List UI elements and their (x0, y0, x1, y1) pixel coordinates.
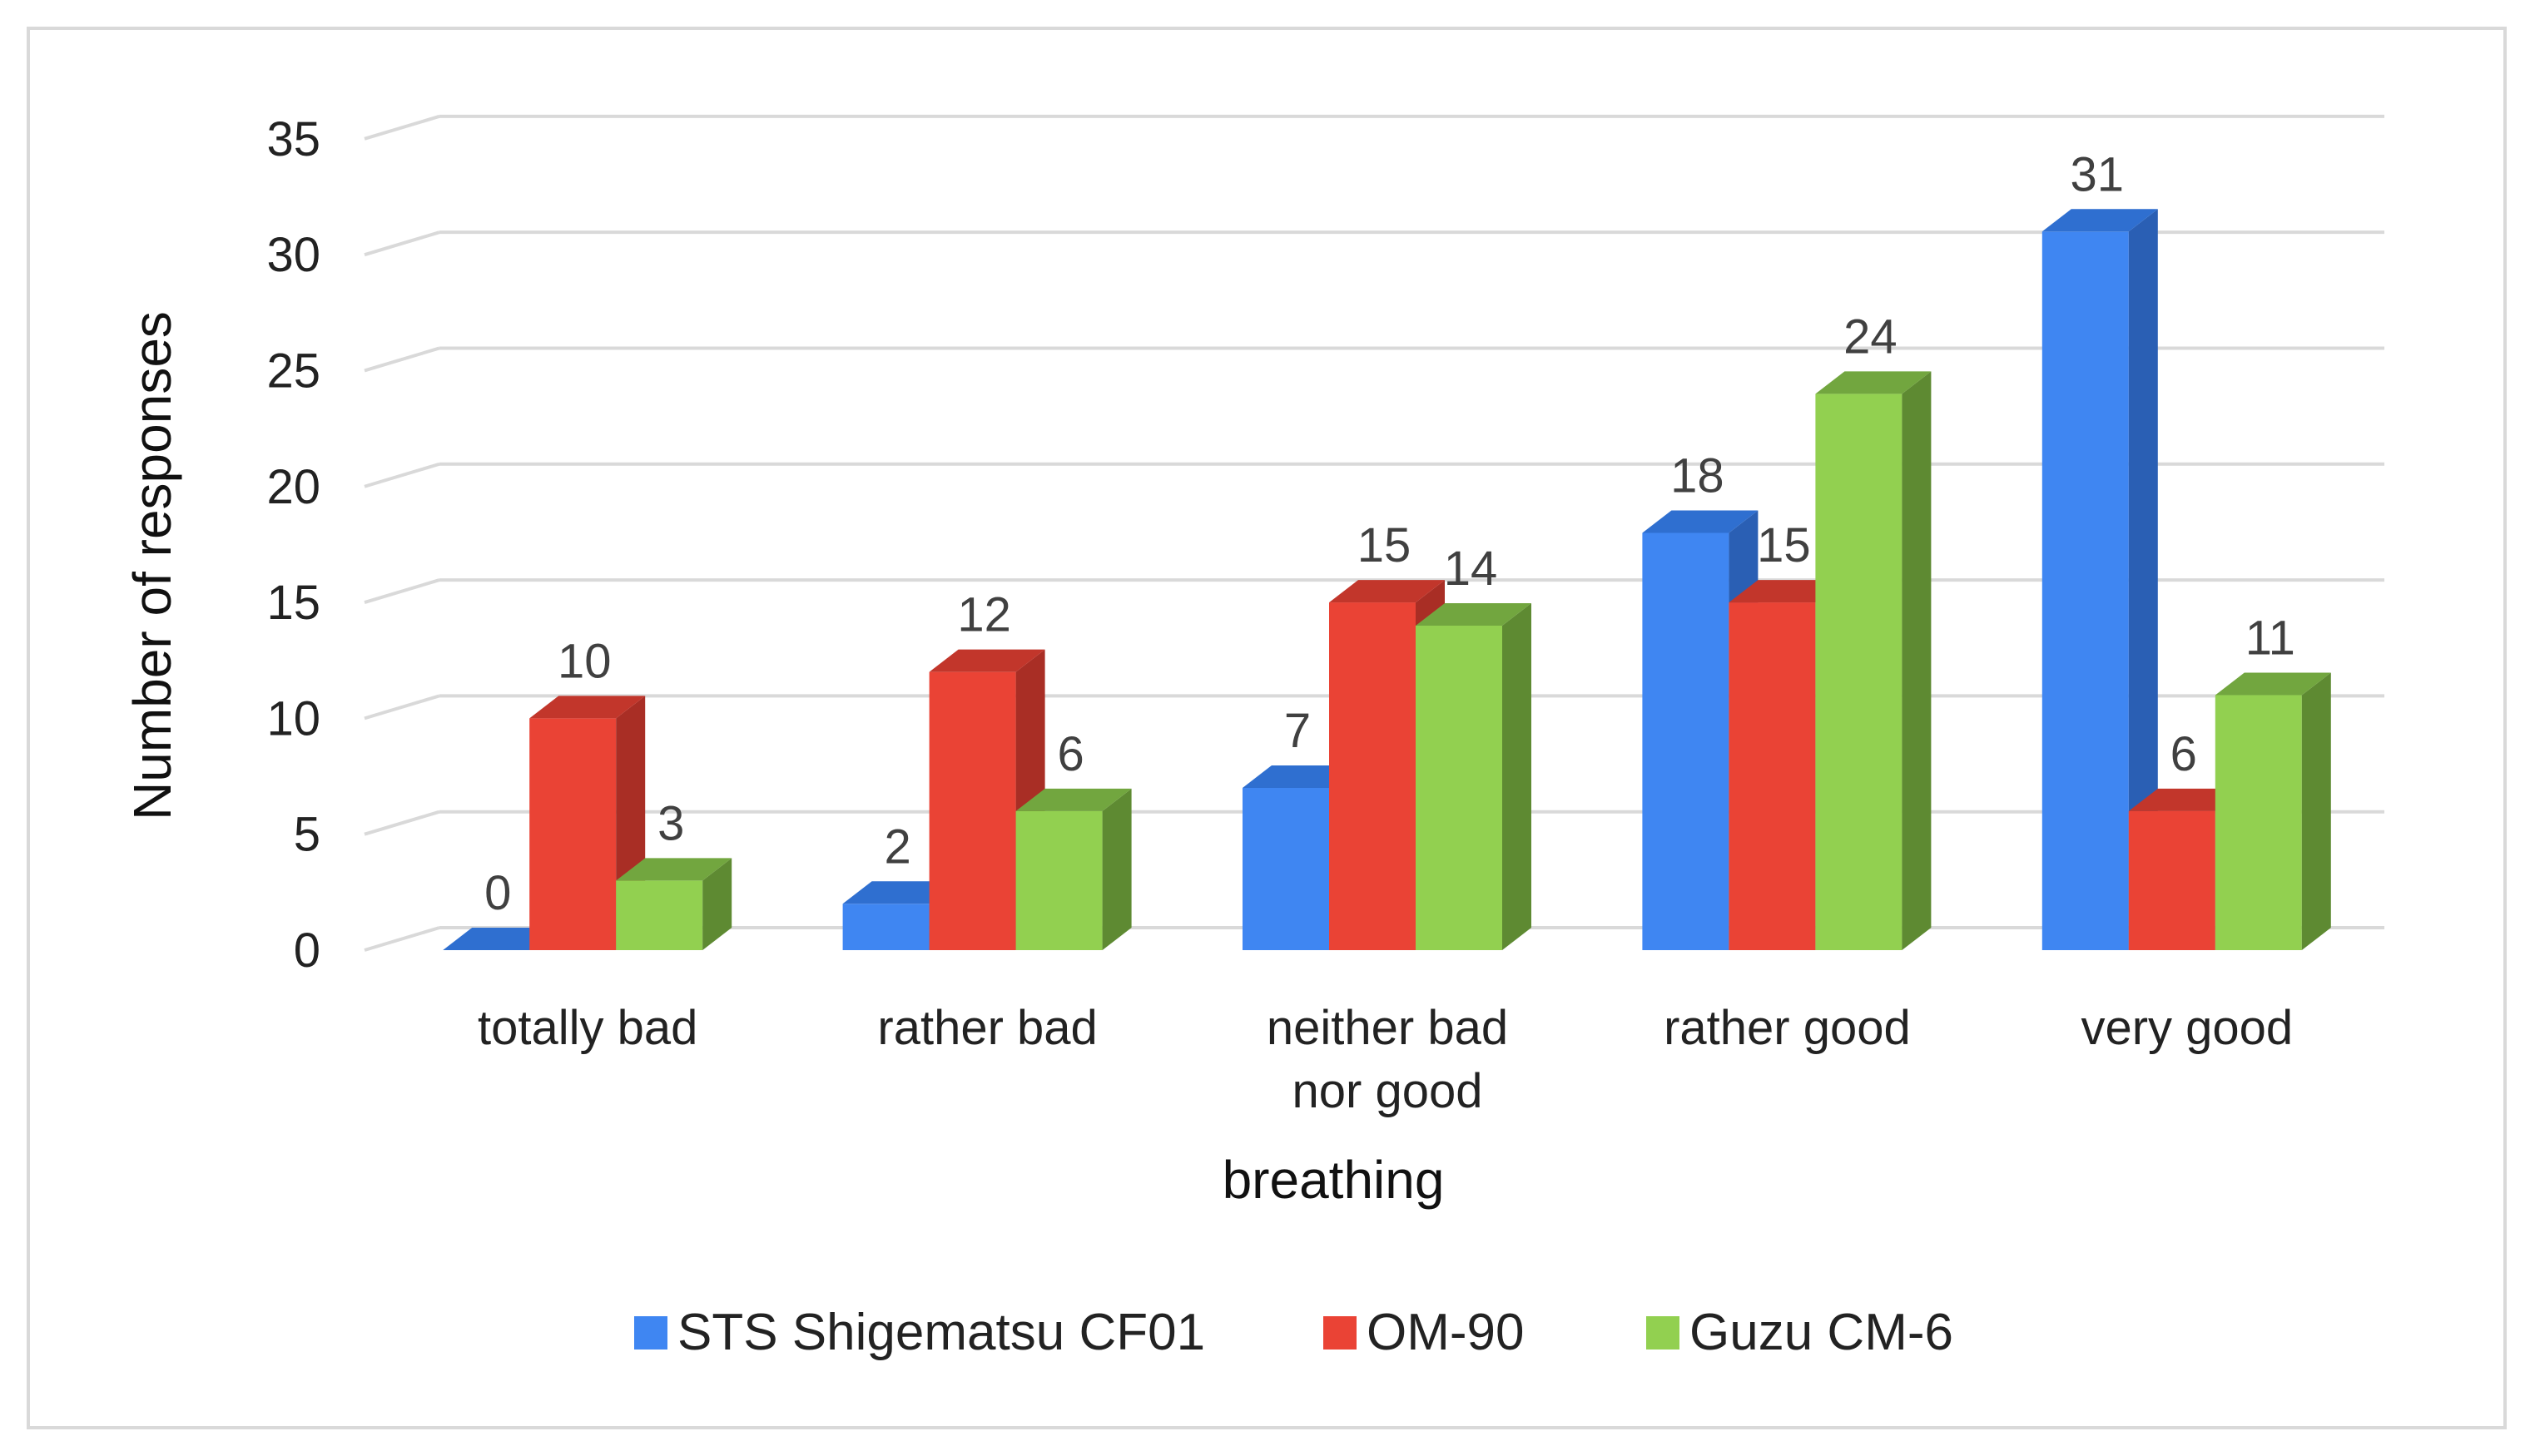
legend-item: Guzu CM-6 (1646, 1304, 1953, 1361)
bar-top-face (1329, 580, 1445, 603)
bar-front-face (842, 904, 930, 950)
gridline-depth (364, 462, 440, 488)
bar-front-face (529, 718, 617, 950)
bar-front-face (1729, 602, 1816, 950)
y-tick-label: 0 (294, 924, 320, 978)
bar (1416, 602, 1531, 950)
bar-front-face (1243, 787, 1329, 950)
bar-top-face (1416, 602, 1531, 626)
y-tick-label: 10 (266, 691, 320, 745)
bar-front-face (616, 880, 703, 950)
x-tick-label-line: rather good (1664, 1001, 1911, 1055)
bar-side-face (2128, 209, 2158, 950)
data-label: 3 (657, 796, 684, 850)
x-axis-categories: totally bad rather bad neither bad nor good… (478, 1001, 2293, 1118)
bar-top-face (1642, 510, 1759, 533)
y-tick-label: 15 (266, 576, 320, 630)
x-tick-label-line: totally bad (478, 1001, 697, 1055)
bar-front-face (2128, 810, 2215, 950)
bar-front-face (1642, 532, 1729, 950)
x-tick-label: very good (2081, 1001, 2293, 1055)
bar-side-face (1902, 371, 1932, 951)
gridline-depth (364, 926, 440, 952)
bar-top-face (929, 649, 1045, 672)
data-label: 7 (1284, 704, 1311, 758)
bar (2215, 672, 2331, 950)
legend-swatch (634, 1316, 667, 1350)
y-tick-label: 5 (294, 808, 320, 862)
x-tick-label: rather good (1664, 1001, 1911, 1055)
data-label: 11 (2245, 612, 2295, 666)
bar-side-face (1502, 602, 1531, 950)
y-axis-title: Number of responses (122, 311, 182, 820)
data-label: 24 (1843, 310, 1898, 364)
bar-side-face (702, 858, 732, 950)
x-tick-label-line: rather bad (877, 1001, 1097, 1055)
x-tick-label-line: nor good (1292, 1064, 1483, 1118)
bar (1815, 371, 1932, 951)
bar-front-face (1815, 394, 1902, 951)
y-tick-label: 30 (266, 228, 320, 282)
data-label: 10 (558, 634, 612, 688)
data-label: 18 (1670, 448, 1724, 503)
x-tick-label: neither bad nor good (1267, 1001, 1508, 1118)
bar (2041, 209, 2158, 950)
bar (616, 858, 732, 950)
bar-top-face (1815, 371, 1932, 394)
x-tick-label: totally bad (478, 1001, 697, 1055)
y-tick-label: 35 (266, 112, 320, 166)
y-tick-label: 25 (266, 344, 320, 398)
bar-front-face (2041, 231, 2129, 950)
legend-label: OM-90 (1367, 1304, 1524, 1361)
gridline-depth (364, 810, 440, 836)
legend-label: STS Shigematsu CF01 (677, 1304, 1205, 1361)
bar-top-face (1015, 788, 1132, 811)
legend-swatch (1646, 1316, 1679, 1350)
data-label: 6 (1057, 727, 1084, 781)
bar-top-face (529, 696, 646, 719)
y-axis-ticks: 0 5 10 15 20 25 30 35 (266, 112, 320, 978)
legend: STS Shigematsu CF01 OM-90 Guzu CM-6 (634, 1304, 1953, 1361)
data-label: 15 (1357, 518, 1411, 572)
bar-front-face (1416, 625, 1502, 950)
data-labels: 0 10 3 2 12 6 7 15 14 18 15 24 31 6 11 (484, 147, 2295, 920)
y-tick-label: 20 (266, 460, 320, 514)
bar (1015, 788, 1132, 950)
gridline-depth (364, 694, 440, 721)
legend-label: Guzu CM-6 (1689, 1304, 1953, 1361)
bar-side-face (1102, 788, 1132, 950)
legend-swatch (1323, 1316, 1357, 1350)
legend-item: STS Shigematsu CF01 (634, 1304, 1205, 1361)
x-axis-title: breathing (1223, 1150, 1445, 1210)
data-label: 0 (484, 866, 511, 920)
data-label: 12 (957, 588, 1011, 642)
gridline-depth (364, 230, 440, 257)
x-tick-label: rather bad (877, 1001, 1097, 1055)
bar-side-face (2301, 672, 2331, 950)
data-label: 31 (2071, 147, 2125, 201)
bar-top-face (616, 858, 732, 881)
bar-top-face (2215, 672, 2331, 696)
data-label: 2 (884, 820, 910, 874)
bar-front-face (1015, 810, 1103, 950)
gridline-depth (364, 578, 440, 604)
data-label: 14 (1444, 542, 1498, 596)
x-tick-label-line: very good (2081, 1001, 2293, 1055)
bar-front-face (2215, 695, 2302, 950)
bars (443, 209, 2331, 951)
data-label: 15 (1757, 518, 1811, 572)
x-tick-label-line: neither bad (1267, 1001, 1508, 1055)
gridline-depth (364, 114, 440, 141)
bar-front-face (929, 671, 1016, 950)
data-label: 6 (2170, 727, 2197, 781)
gridline-depth (364, 346, 440, 373)
bar-front-face (1329, 602, 1416, 950)
legend-item: OM-90 (1323, 1304, 1524, 1361)
bar-top-face (2041, 209, 2158, 232)
